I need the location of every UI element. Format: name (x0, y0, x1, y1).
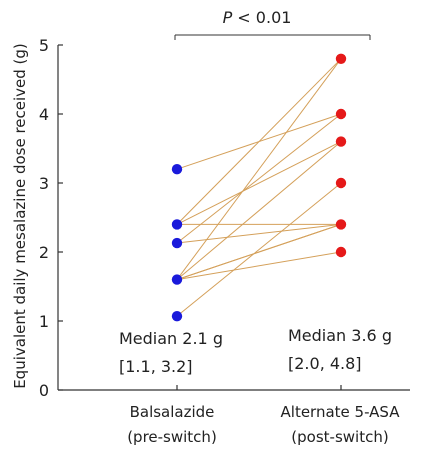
post-point-0 (335, 108, 347, 120)
x-category-post: Alternate 5-ASA (post-switch) (281, 403, 401, 446)
pre-point-11 (171, 310, 183, 322)
significance-bracket: P < 0.01 (174, 8, 371, 40)
connector-line-10 (176, 251, 342, 281)
post-point-3 (335, 219, 347, 230)
y-tick-label-1: 1 (39, 312, 49, 331)
x-category-post-line1: Alternate 5-ASA (281, 403, 401, 421)
median-pre-line2: [1.1, 3.2] (119, 357, 193, 376)
pre-point-4 (171, 237, 183, 249)
connector-line-7 (176, 141, 342, 280)
connector-line-6 (176, 58, 342, 280)
x-category-post-line2: (post-switch) (291, 428, 388, 446)
post-point-10 (335, 246, 347, 258)
post-point-1 (335, 53, 347, 64)
y-tick-label-3: 3 (39, 174, 49, 193)
pre-point-6 (171, 274, 183, 285)
x-category-pre-line1: Balsalazide (130, 403, 215, 421)
y-tick-label-2: 2 (39, 243, 49, 262)
x-category-pre: Balsalazide (pre-switch) (127, 403, 217, 446)
median-pre-line1: Median 2.1 g (119, 329, 223, 348)
connector-line-2 (176, 141, 342, 225)
median-post-line1: Median 3.6 g (288, 326, 392, 345)
p-value-label: P < 0.01 (223, 8, 292, 27)
connector-lines (176, 58, 342, 317)
median-annotation-post: Median 3.6 g [2.0, 4.8] (288, 326, 392, 373)
pre-point-0 (171, 164, 183, 175)
connector-line-4 (176, 113, 342, 244)
post-point-2 (335, 136, 347, 147)
post-point-11 (335, 177, 347, 189)
y-tick-label-0: 0 (39, 381, 49, 400)
median-annotation-pre: Median 2.1 g [1.1, 3.2] (119, 329, 223, 376)
y-tick-label-5: 5 (39, 36, 49, 55)
connector-line-11 (176, 182, 342, 317)
data-points (171, 53, 347, 322)
y-axis-label: Equivalent daily mesalazine dose receive… (11, 43, 29, 389)
axes: 0 1 2 3 4 5 (39, 36, 410, 400)
y-tick-label-4: 4 (39, 105, 49, 124)
connector-line-5 (176, 223, 342, 244)
connector-line-9 (176, 223, 342, 281)
median-post-line2: [2.0, 4.8] (288, 354, 362, 373)
connector-line-1 (176, 58, 342, 225)
pre-point-1 (171, 219, 183, 230)
x-category-pre-line2: (pre-switch) (127, 428, 217, 446)
